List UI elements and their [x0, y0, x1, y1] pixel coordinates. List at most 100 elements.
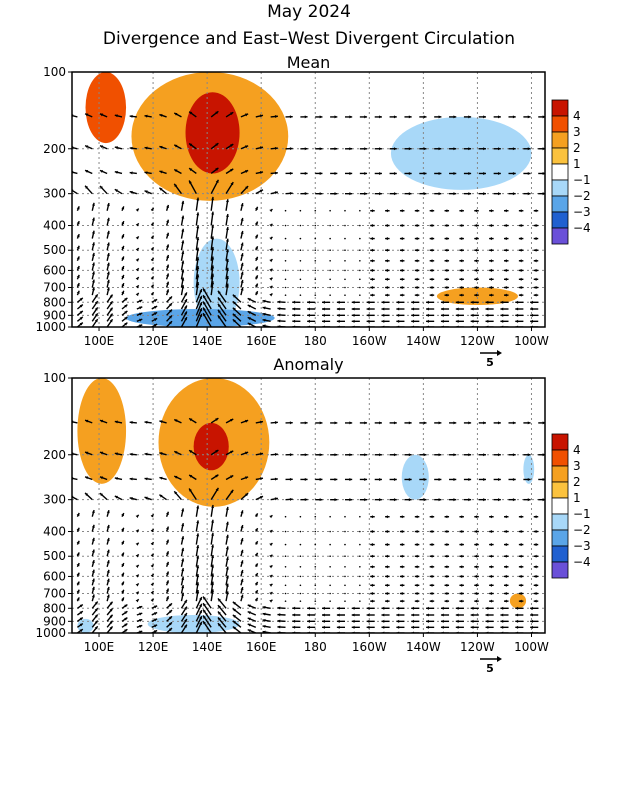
vector-arrowhead [91, 287, 95, 291]
vector-arrowhead [91, 586, 95, 590]
vector-arrowhead [166, 264, 170, 268]
vector-arrowhead [277, 625, 281, 629]
vector-arrowhead [277, 307, 281, 311]
vector-arrowhead [381, 613, 385, 617]
vector-arrow [344, 294, 346, 296]
reference-arrowhead [497, 656, 502, 662]
vector-arrowhead [370, 591, 374, 596]
vector-arrowhead [225, 267, 229, 271]
vector-arrowhead [166, 232, 170, 236]
vector-arrowhead [76, 290, 80, 294]
vector-arrowhead [150, 564, 154, 568]
vector-arrow [359, 237, 361, 240]
vector-arrowhead [135, 285, 139, 289]
y-tick-label: 900 [43, 308, 66, 322]
vector-arrowhead [211, 573, 215, 577]
vector-arrow [314, 565, 317, 568]
vector-arrowhead [518, 293, 522, 297]
vector-arrowhead [533, 285, 537, 290]
vector-arrowhead [144, 171, 148, 175]
vector-arrow [299, 565, 302, 568]
vector-arrowhead [399, 293, 403, 297]
vector-arrowhead [351, 619, 355, 623]
vector-arrowhead [429, 293, 433, 297]
vector-arrowhead [135, 554, 139, 558]
vector-arrowhead [150, 276, 154, 280]
vector-arrow [299, 575, 302, 578]
vector-arrowhead [181, 269, 185, 273]
vector-arrow [284, 530, 287, 533]
vector-arrowhead [381, 619, 385, 623]
vector-arrowhead [459, 543, 463, 547]
vector-arrowhead [150, 284, 154, 288]
vector-field [72, 417, 545, 633]
vector-arrowhead [109, 294, 113, 298]
vector-arrowhead [322, 300, 325, 304]
vector-arrowhead [106, 271, 110, 275]
vector-arrowhead [269, 248, 273, 252]
vector-arrowhead [429, 599, 433, 603]
vector-arrowhead [414, 554, 418, 558]
vector-arrow [284, 584, 287, 587]
vector-arrowhead [334, 192, 338, 196]
vector-arrowhead [408, 192, 412, 196]
vector-arrowhead [504, 277, 507, 281]
vector-arrow [284, 278, 287, 281]
vector-arrowhead [211, 246, 215, 250]
vector-arrowhead [504, 565, 507, 569]
vector-arrowhead [181, 558, 185, 562]
vector-arrowhead [211, 581, 215, 585]
vector-arrowhead [274, 452, 278, 456]
vector-arrowhead [274, 421, 278, 425]
vector-arrowhead [76, 256, 80, 260]
vector-arrow [329, 575, 331, 578]
vector-arrowhead [468, 421, 472, 425]
vector-arrowhead [474, 268, 478, 272]
y-tick-label: 300 [43, 187, 66, 201]
vector-arrowhead [334, 453, 338, 457]
vector-arrowhead [370, 574, 374, 578]
vector-arrow [314, 555, 317, 558]
vector-arrowhead [423, 192, 427, 196]
vector-arrowhead [230, 489, 234, 494]
vector-arrowhead [289, 147, 293, 151]
vector-arrowhead [114, 452, 118, 456]
vector-arrowhead [247, 611, 251, 615]
vector-arrowhead [255, 221, 258, 225]
vector-arrowhead [453, 192, 457, 196]
vector-field [72, 110, 545, 327]
divergence-region [436, 287, 518, 306]
vector-arrow [299, 530, 302, 533]
vector-arrowhead [189, 180, 192, 184]
vector-arrowhead [351, 613, 355, 617]
vector-arrowhead [489, 209, 492, 213]
vector-arrowhead [109, 608, 113, 612]
vector-arrowhead [399, 285, 403, 290]
vector-arrowhead [504, 599, 507, 603]
vector-arrowhead [94, 614, 98, 618]
vector-arrow [72, 146, 78, 150]
vector-arrowhead [319, 477, 323, 482]
vector-arrowhead [255, 234, 258, 238]
vector-arrowhead [515, 625, 519, 629]
vector-arrowhead [184, 599, 187, 604]
colorbar-box [551, 449, 569, 467]
x-tick-label: 120W [460, 640, 495, 654]
vector-arrowhead [470, 313, 474, 317]
vector-arrowhead [518, 599, 522, 603]
vector-arrowhead [489, 285, 492, 290]
vector-arrowhead [232, 620, 236, 624]
vector-arrowhead [429, 529, 433, 534]
vector-arrowhead [399, 599, 403, 603]
vector-arrowhead [153, 612, 158, 616]
vector-arrowhead [399, 209, 403, 213]
vector-arrowhead [91, 537, 95, 541]
vector-arrowhead [504, 583, 507, 587]
vector-arrowhead [76, 597, 80, 601]
vector-arrowhead [489, 515, 492, 519]
vector-arrowhead [370, 237, 374, 241]
vector-arrow [314, 600, 317, 602]
vector-arrowhead [542, 115, 545, 119]
vector-arrowhead [240, 287, 244, 291]
